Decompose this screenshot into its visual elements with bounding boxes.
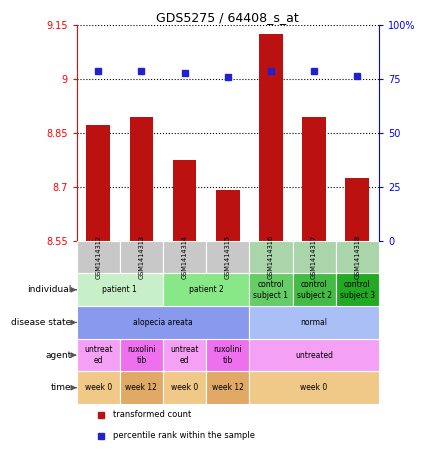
Bar [249, 306, 379, 339]
Text: percentile rank within the sample: percentile rank within the sample [113, 431, 255, 440]
Bar [77, 306, 249, 339]
Bar [120, 339, 163, 371]
Bar [163, 371, 206, 404]
Text: GSM1414314: GSM1414314 [182, 235, 187, 279]
Bar [163, 274, 249, 306]
Title: GDS5275 / 64408_s_at: GDS5275 / 64408_s_at [156, 11, 299, 24]
Bar [206, 241, 249, 274]
Bar [302, 117, 326, 241]
Bar [206, 339, 249, 371]
Text: week 0: week 0 [171, 383, 198, 392]
Bar [336, 274, 379, 306]
Text: time: time [51, 383, 71, 392]
Text: GSM1414312: GSM1414312 [95, 235, 101, 279]
Bar [163, 241, 206, 274]
Bar [77, 274, 163, 306]
Bar [259, 34, 283, 241]
Text: week 12: week 12 [212, 383, 244, 392]
Text: control
subject 2: control subject 2 [297, 280, 332, 299]
Text: untreated: untreated [295, 351, 333, 360]
Bar [130, 117, 153, 241]
Bar [163, 339, 206, 371]
Text: GSM1414315: GSM1414315 [225, 235, 231, 279]
Text: untreat
ed: untreat ed [170, 345, 199, 365]
Bar [249, 241, 293, 274]
Bar [249, 371, 379, 404]
Text: untreat
ed: untreat ed [84, 345, 113, 365]
Bar [293, 274, 336, 306]
Text: GSM1414316: GSM1414316 [268, 235, 274, 279]
Text: patient 1: patient 1 [102, 285, 137, 294]
Bar [216, 190, 240, 241]
Bar [336, 241, 379, 274]
Text: alopecia areata: alopecia areata [133, 318, 193, 327]
Bar [77, 241, 120, 274]
Bar [77, 371, 120, 404]
Text: control
subject 3: control subject 3 [340, 280, 375, 299]
Text: GSM1414318: GSM1414318 [354, 235, 360, 279]
Bar [249, 339, 379, 371]
Text: disease state: disease state [11, 318, 71, 327]
Text: week 0: week 0 [85, 383, 112, 392]
Bar [120, 371, 163, 404]
Text: normal: normal [300, 318, 328, 327]
Text: individual: individual [27, 285, 71, 294]
Bar [293, 241, 336, 274]
Text: transformed count: transformed count [113, 410, 191, 419]
Text: week 0: week 0 [300, 383, 328, 392]
Text: patient 2: patient 2 [189, 285, 223, 294]
Bar [173, 160, 197, 241]
Text: GSM1414317: GSM1414317 [311, 235, 317, 279]
Bar [346, 178, 369, 241]
Bar [120, 241, 163, 274]
Text: ruxolini
tib: ruxolini tib [127, 345, 156, 365]
Bar [77, 339, 120, 371]
Text: ruxolini
tib: ruxolini tib [213, 345, 242, 365]
Text: agent: agent [45, 351, 71, 360]
Bar [86, 125, 110, 241]
Text: control
subject 1: control subject 1 [254, 280, 289, 299]
Text: week 12: week 12 [125, 383, 157, 392]
Bar [206, 371, 249, 404]
Bar [249, 274, 293, 306]
Text: GSM1414313: GSM1414313 [138, 235, 145, 279]
